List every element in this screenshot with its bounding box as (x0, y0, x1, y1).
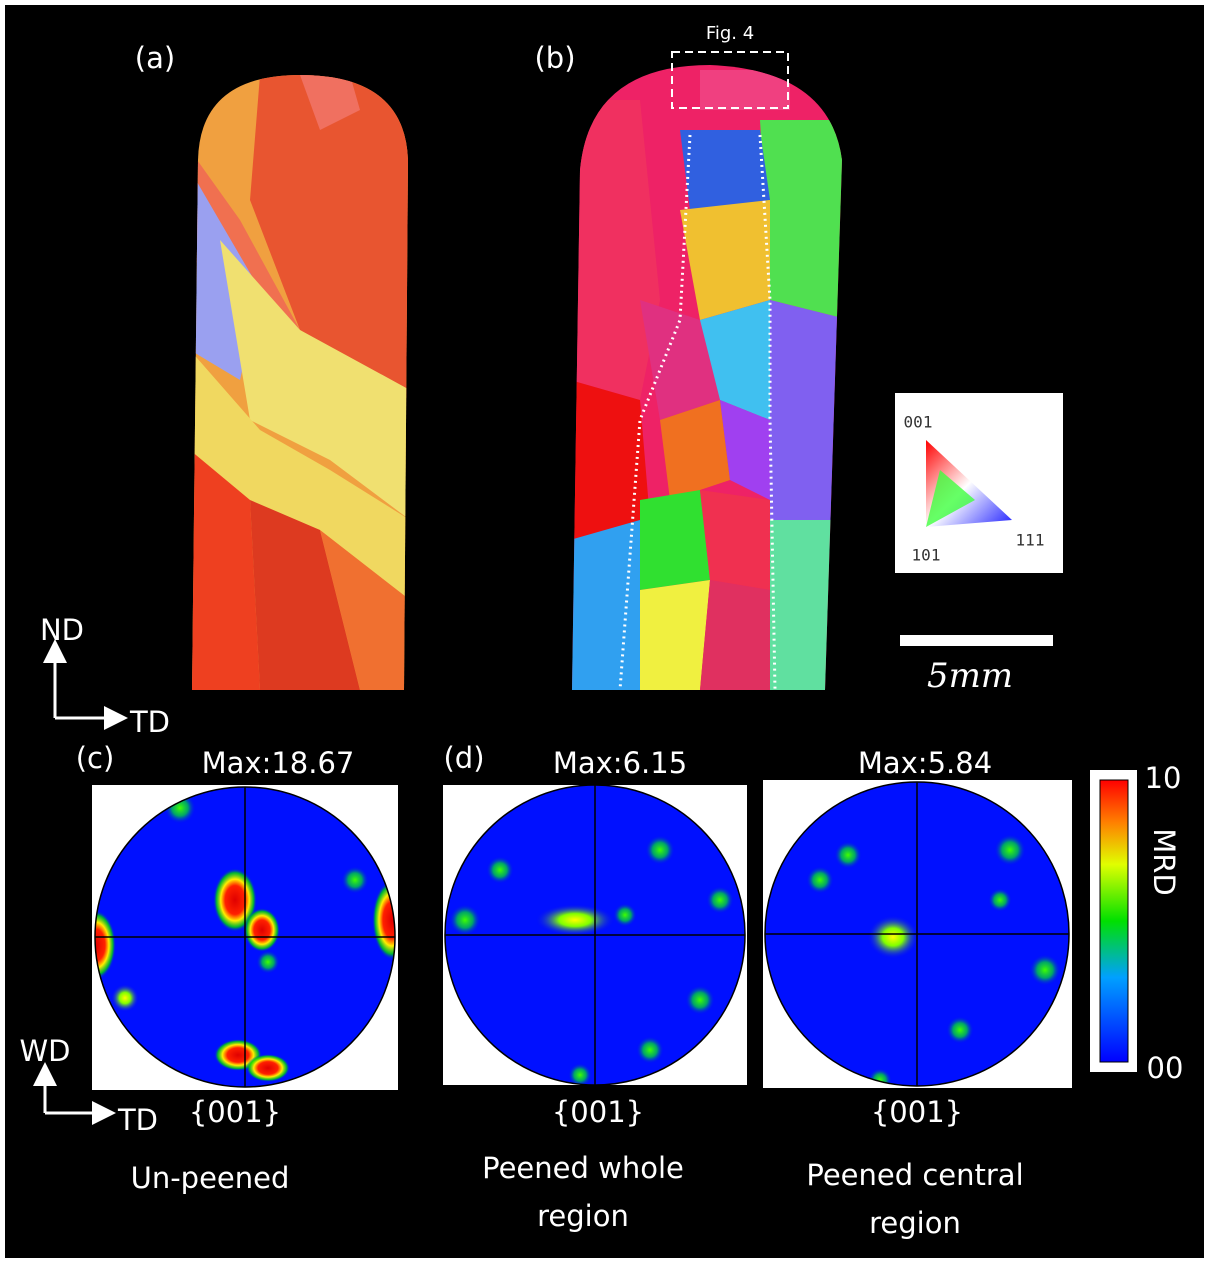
max-label: Max:18.67 (202, 746, 355, 780)
caption: Peened whole (482, 1151, 684, 1185)
panel-label: (a) (135, 41, 175, 75)
inset-label: Fig. 4 (706, 23, 754, 44)
scale-label: 5mm (927, 656, 1013, 696)
colorbar-label: MRD (1147, 828, 1181, 896)
figure: Fig. 4 (a) (b) 001 101 111 5mm ND TD (c)… (0, 0, 1209, 1263)
ipf-label: 101 (912, 546, 941, 565)
max-label: Max:6.15 (553, 746, 687, 780)
plane-label: {001} (189, 1095, 281, 1129)
axis-label: TD (117, 1103, 158, 1137)
axis-label: ND (40, 613, 84, 647)
ipf-label: 001 (904, 413, 933, 432)
ipf-label: 111 (1016, 531, 1045, 550)
caption: Peened central (806, 1158, 1023, 1192)
plane-label: {001} (552, 1095, 644, 1129)
caption: region (537, 1199, 629, 1233)
colorbar (1100, 780, 1128, 1062)
scale-bar (900, 635, 1053, 646)
ebsd-map-b (570, 60, 850, 700)
caption: Un-peened (131, 1161, 290, 1195)
panel-label: (b) (534, 41, 575, 75)
caption: region (869, 1206, 961, 1240)
colorbar-tick: 10 (1145, 761, 1182, 795)
max-label: Max:5.84 (858, 746, 992, 780)
colorbar-tick: 00 (1147, 1051, 1184, 1085)
axis-label: TD (129, 705, 170, 739)
panel-label: (c) (76, 741, 115, 775)
ebsd-map-a (190, 70, 410, 695)
panel-label: (d) (443, 741, 484, 775)
axis-label: WD (19, 1034, 70, 1068)
plane-label: {001} (871, 1095, 963, 1129)
